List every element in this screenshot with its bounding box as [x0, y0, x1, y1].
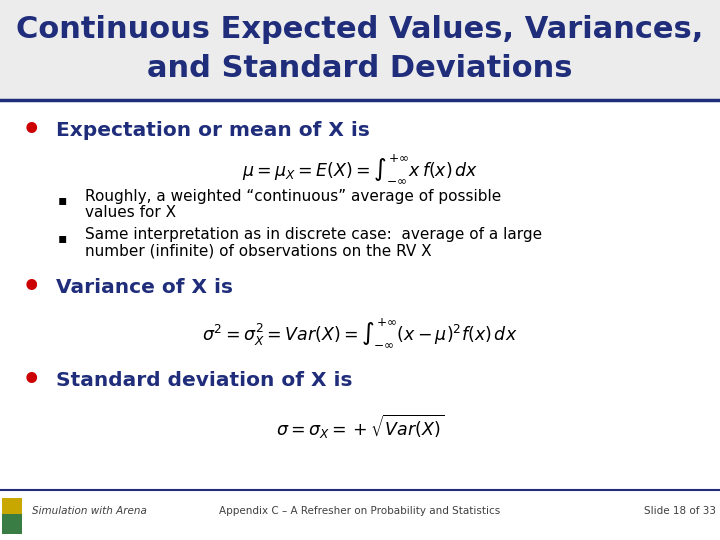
Text: •: •	[22, 366, 41, 395]
Text: number (infinite) of observations on the RV X: number (infinite) of observations on the…	[85, 243, 431, 258]
Text: Slide 18 of 33: Slide 18 of 33	[644, 506, 716, 516]
Text: Continuous Expected Values, Variances,: Continuous Expected Values, Variances,	[17, 15, 703, 44]
Text: Roughly, a weighted “continuous” average of possible: Roughly, a weighted “continuous” average…	[85, 189, 501, 204]
FancyBboxPatch shape	[2, 498, 22, 534]
Text: $\sigma^2 = \sigma_X^2 = Var(X) = \int_{-\infty}^{+\infty} (x-\mu)^2 f(x)\, dx$: $\sigma^2 = \sigma_X^2 = Var(X) = \int_{…	[202, 316, 518, 348]
Text: ▪: ▪	[58, 231, 67, 245]
Text: Variance of X is: Variance of X is	[56, 278, 233, 297]
Text: and Standard Deviations: and Standard Deviations	[148, 54, 572, 83]
Text: •: •	[22, 116, 41, 145]
Text: Standard deviation of X is: Standard deviation of X is	[56, 371, 353, 390]
Text: values for X: values for X	[85, 205, 176, 220]
FancyBboxPatch shape	[2, 498, 22, 514]
Text: Same interpretation as in discrete case:  average of a large: Same interpretation as in discrete case:…	[85, 227, 542, 242]
Text: $\sigma = \sigma_X = +\sqrt{Var(X)}$: $\sigma = \sigma_X = +\sqrt{Var(X)}$	[276, 413, 444, 441]
Text: •: •	[22, 273, 41, 302]
Text: Simulation with Arena: Simulation with Arena	[32, 506, 148, 516]
Text: Expectation or mean of X is: Expectation or mean of X is	[56, 121, 370, 140]
Text: $\mu = \mu_X = E(X) = \int_{-\infty}^{+\infty} x\, f(x)\, dx$: $\mu = \mu_X = E(X) = \int_{-\infty}^{+\…	[242, 152, 478, 185]
Text: ▪: ▪	[58, 193, 67, 207]
Text: Appendix C – A Refresher on Probability and Statistics: Appendix C – A Refresher on Probability …	[220, 506, 500, 516]
FancyBboxPatch shape	[0, 0, 720, 100]
